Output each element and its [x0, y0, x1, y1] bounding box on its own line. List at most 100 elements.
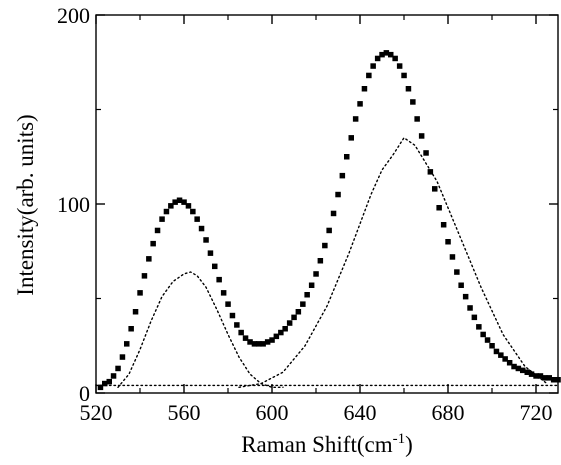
data-point	[198, 225, 205, 232]
data-point	[132, 309, 139, 315]
data-point	[550, 377, 557, 383]
data-point	[436, 205, 442, 211]
y-tick-label: 100	[57, 192, 90, 217]
data-point	[418, 133, 425, 139]
data-point	[326, 227, 332, 234]
data-point	[396, 63, 403, 69]
data-point	[498, 352, 504, 358]
data-point	[322, 242, 328, 249]
data-point	[423, 150, 429, 156]
data-point	[392, 55, 398, 62]
data-point	[278, 329, 284, 336]
fit-curves	[95, 136, 559, 388]
plot-area-frame	[95, 14, 559, 394]
data-point	[119, 354, 126, 360]
data-point	[168, 203, 174, 209]
data-point	[484, 337, 491, 343]
data-point	[370, 63, 376, 69]
data-point	[163, 208, 170, 215]
data-point	[234, 322, 240, 328]
data-point	[357, 101, 363, 107]
data-point	[533, 373, 539, 379]
data-point	[361, 86, 368, 92]
data-point	[537, 373, 544, 379]
data-point	[238, 329, 244, 336]
data-point	[414, 116, 420, 122]
data-point	[511, 363, 517, 370]
x-axis-title: Raman Shift(cm-1)	[241, 431, 413, 457]
data-point	[493, 348, 500, 355]
data-point	[176, 197, 183, 203]
x-tick-label: 680	[432, 400, 465, 425]
data-point	[528, 371, 535, 377]
data-point	[212, 263, 218, 270]
data-point	[185, 203, 192, 209]
data-point	[286, 320, 293, 326]
data-point	[291, 314, 297, 321]
data-point	[225, 301, 231, 307]
data-point	[462, 293, 469, 300]
data-point	[383, 50, 390, 56]
data-point	[110, 373, 117, 379]
data-point	[190, 208, 196, 215]
data-point	[159, 216, 165, 222]
y-tick-label: 200	[57, 3, 90, 28]
data-point	[520, 367, 526, 374]
x-tick-label: 520	[80, 400, 113, 425]
data-point	[260, 341, 266, 347]
data-point	[489, 343, 495, 349]
data-point	[229, 312, 236, 319]
data-point	[194, 216, 200, 222]
data-point	[181, 199, 187, 205]
x-tick-label: 720	[520, 400, 553, 425]
data-point	[480, 331, 486, 338]
data-point	[410, 99, 416, 105]
data-point	[304, 292, 310, 298]
data-point	[242, 335, 249, 341]
data-point	[150, 240, 156, 247]
data-point	[141, 273, 148, 279]
data-point	[154, 227, 161, 234]
data-point	[471, 314, 478, 321]
data-point	[555, 377, 561, 383]
data-point	[207, 250, 214, 256]
data-point	[405, 86, 412, 92]
x-tick-label: 600	[256, 400, 289, 425]
data-point	[300, 301, 306, 307]
data-point	[449, 254, 456, 260]
data-point	[458, 282, 464, 288]
data-point	[203, 237, 209, 243]
y-tick-label: 0	[79, 381, 90, 406]
axis-ticks	[95, 14, 558, 394]
data-point	[137, 290, 143, 296]
data-point	[467, 305, 473, 311]
data-point	[115, 365, 121, 372]
data-point	[216, 276, 222, 283]
fit-curve-1	[117, 271, 284, 388]
data-point	[339, 172, 346, 179]
data-point	[247, 339, 253, 345]
data-point	[128, 326, 134, 332]
data-point	[506, 360, 513, 366]
data-point	[124, 341, 130, 347]
data-point	[348, 135, 354, 141]
data-point	[524, 369, 530, 375]
data-point	[352, 116, 359, 122]
data-point	[220, 290, 227, 296]
data-point	[308, 282, 315, 288]
data-points	[97, 50, 561, 391]
y-axis-title: Intensity(arb. units)	[13, 114, 38, 295]
data-point	[401, 72, 407, 79]
data-point	[282, 326, 288, 332]
data-point	[106, 378, 112, 385]
data-point	[330, 210, 337, 217]
data-point	[374, 55, 381, 62]
x-tick-label: 560	[168, 400, 201, 425]
data-point	[427, 169, 434, 175]
axis-tick-labels: 520 560 600 640 680 720 0 100 200	[57, 3, 553, 425]
data-point	[335, 191, 341, 198]
data-point	[146, 256, 152, 262]
data-point	[256, 341, 262, 347]
data-point	[515, 365, 522, 372]
